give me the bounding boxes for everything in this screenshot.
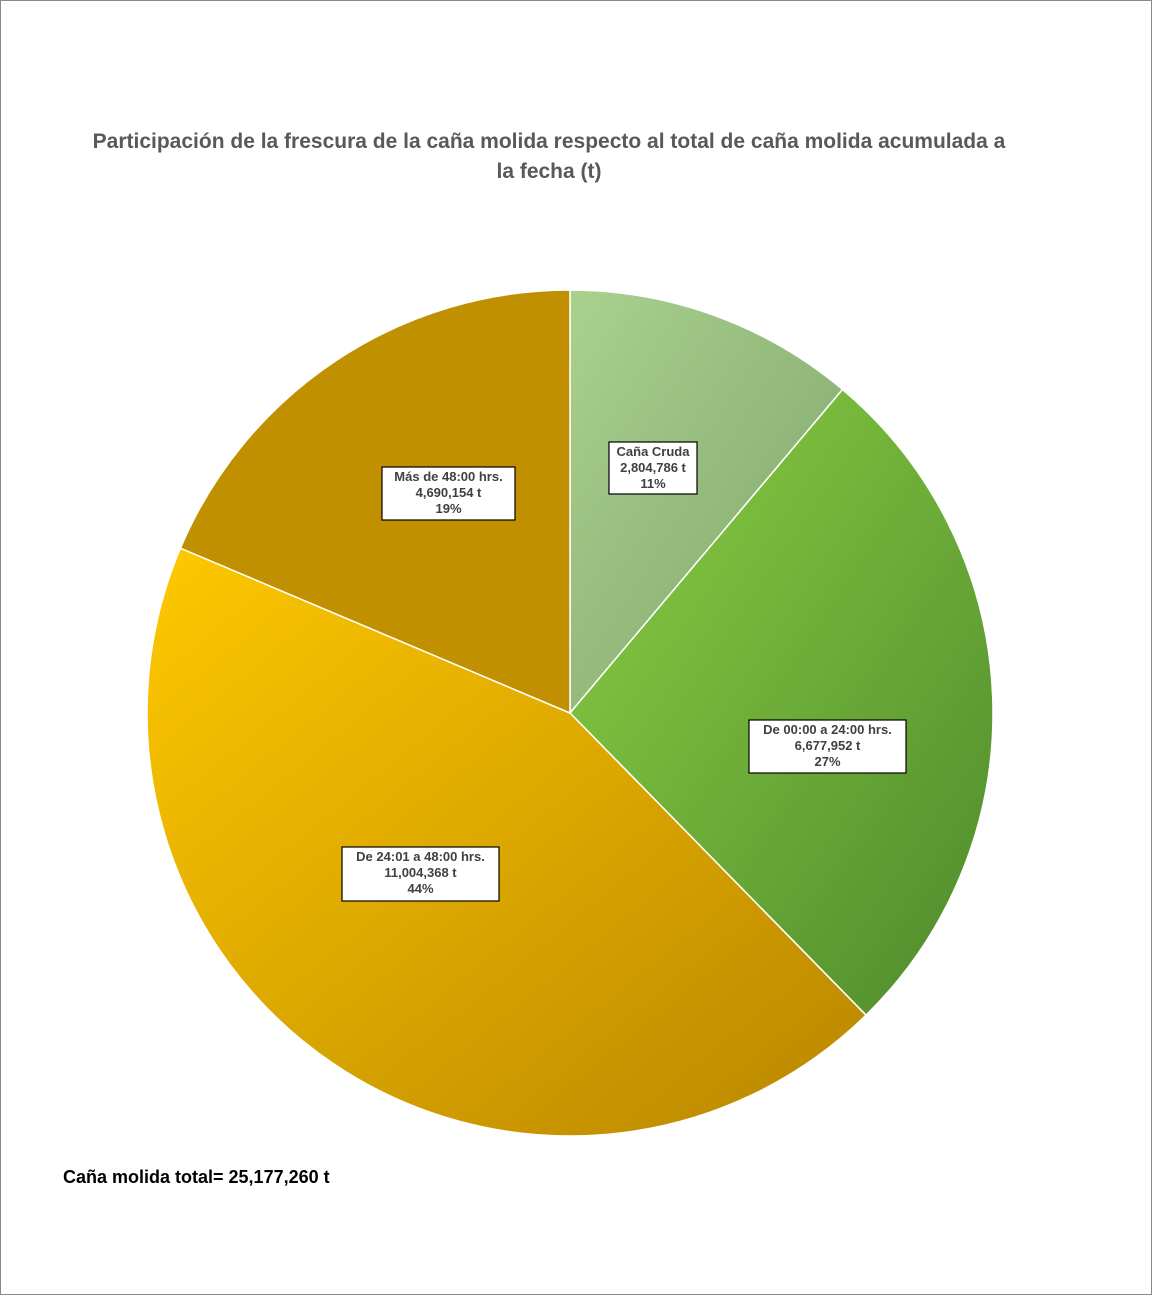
slice-name: De 24:01 a 48:00 hrs. [356, 849, 485, 864]
slice-label-2: De 00:00 a 24:00 hrs.6,677,952 t27% [748, 719, 907, 774]
pie-slice-1 [569, 289, 844, 716]
slice-value: 2,804,786 t [620, 460, 686, 475]
slice-value: 6,677,952 t [795, 738, 861, 753]
pie-slice-3 [146, 547, 868, 1137]
slice-name: Caña Cruda [617, 444, 691, 459]
slice-label-4: Más de 48:00 hrs.4,690,154 t19% [381, 466, 516, 521]
pie-slice-2 [568, 388, 994, 1017]
slice-name: De 00:00 a 24:00 hrs. [763, 722, 892, 737]
slice-percent: 11% [640, 476, 666, 491]
slice-name: Más de 48:00 hrs. [394, 469, 502, 484]
slice-percent: 27% [814, 754, 840, 769]
slice-percent: 44% [407, 881, 433, 896]
slice-value: 4,690,154 t [416, 485, 482, 500]
slice-label-3: De 24:01 a 48:00 hrs.11,004,368 t44% [341, 846, 500, 902]
slice-value: 11,004,368 t [384, 865, 457, 880]
pie-slice-4 [179, 289, 571, 715]
slice-percent: 19% [435, 501, 461, 516]
chart-title: Participación de la frescura de la caña … [92, 130, 1006, 183]
total-cane-note: Caña molida total= 25,177,260 t [63, 1167, 330, 1187]
